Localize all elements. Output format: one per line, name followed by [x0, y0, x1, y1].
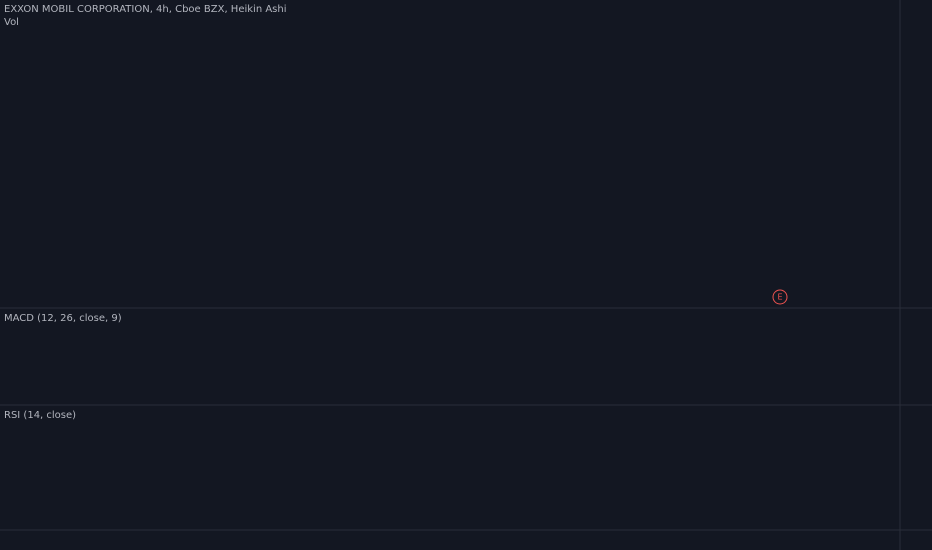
chart-title: EXXON MOBIL CORPORATION, 4h, Cboe BZX, H… [4, 4, 287, 15]
volume-label: Vol [4, 17, 19, 28]
event-marker[interactable]: E [777, 293, 782, 302]
macd-title: MACD (12, 26, close, 9) [4, 313, 122, 324]
event-icon[interactable] [772, 289, 788, 305]
rsi-title: RSI (14, close) [4, 410, 76, 421]
